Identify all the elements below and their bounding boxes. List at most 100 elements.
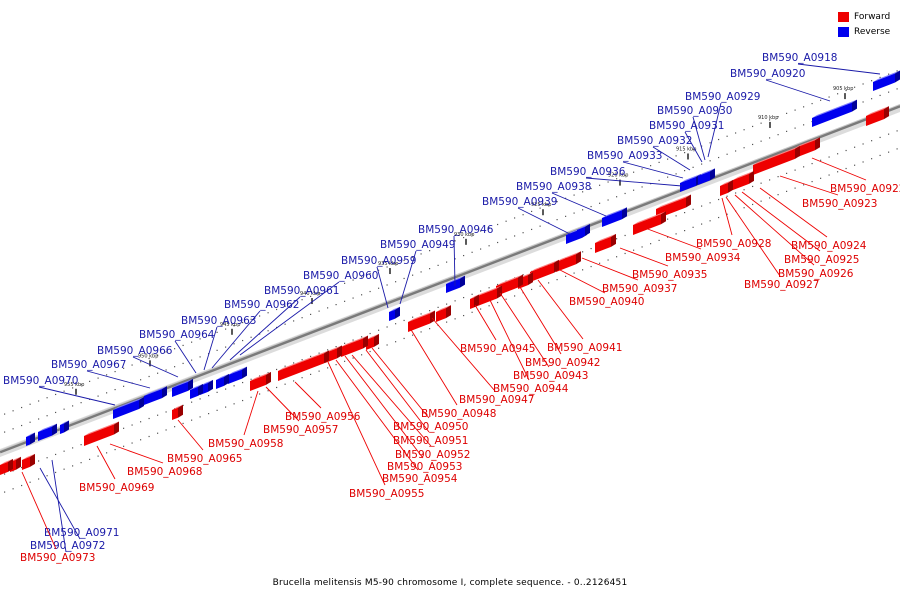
gene-top-face [366,333,379,340]
forward-track-dot [692,226,694,228]
tick-label: 945 kbp [220,322,240,328]
gene-side-face [884,106,889,120]
gene-leader-line [779,175,839,196]
reverse-track-dot [471,233,473,235]
gene-top-face [698,168,715,176]
reverse-track-dot [650,165,652,167]
reverse-track-dot [446,243,448,245]
reverse-track-dot [361,294,363,296]
forward-track-dot [599,262,601,264]
forward-track-dot [276,386,278,389]
forward-track-dot [318,352,320,354]
forward-track-dot [854,146,856,148]
forward-track-dot [522,274,524,276]
forward-track-dot [361,336,363,338]
forward-track-dot [21,484,23,487]
reverse-track-dot [259,315,261,317]
forward-track-dot [786,190,788,192]
forward-track-dot [259,375,261,377]
reverse-gene-block [216,373,229,389]
gene-side-face [815,137,820,151]
reverse-track-dot [539,225,541,227]
gene-leader-line [38,386,116,406]
reverse-track-dot [641,168,643,170]
reverse-track-dot [454,240,456,242]
gene-front-face [250,374,266,391]
gene-leader-line [692,116,706,161]
reverse-track-dot [624,174,626,177]
forward-track-dot [641,246,643,248]
forward-track-dot [199,416,201,418]
gene-leader-line [365,349,430,433]
reverse-track-dot [63,390,65,392]
gene-front-face [38,426,52,441]
reverse-track-dot [624,192,626,195]
gene-side-face [554,259,559,273]
forward-track-dot [352,339,354,341]
forward-gene-block [250,371,271,391]
forward-track-dot [403,337,405,340]
gene-front-face [698,171,710,185]
gene-top-face [496,274,523,286]
reverse-track-dot [208,335,210,337]
gene-side-face [16,456,21,470]
gene-leader-line [684,131,703,163]
gene-side-face [474,294,479,308]
gene-leader-line [376,266,389,309]
gene-top-face [475,285,502,297]
forward-track-dot [531,288,533,291]
forward-track-dot [692,208,694,210]
gene-front-face [278,353,324,381]
forward-track-dot [743,189,745,191]
forward-track-dot [335,364,337,366]
reverse-track-dot [769,119,771,121]
gene-leader-line [294,381,322,409]
gene-leader-line [229,296,301,361]
forward-track-dot [726,195,728,197]
reverse-track-dot [599,184,601,186]
reverse-track-dot [658,161,660,164]
gene-front-face [172,381,188,397]
reverse-track-dot [4,413,6,415]
reverse-track-dot [106,392,108,394]
gene-side-face [528,272,533,286]
forward-track-dot [233,403,235,405]
forward-track-dot [344,360,346,362]
gene-label: BM590_A0956 [285,411,361,423]
gene-top-face [602,207,627,218]
reverse-track-dot [157,372,159,374]
axis-highlight [0,104,900,451]
gene-front-face [144,389,162,405]
reverse-track-dot [684,170,686,172]
gene-side-face [178,404,183,418]
reverse-track-dot [310,313,312,316]
reverse-track-dot [429,268,431,270]
forward-track-dot [514,295,516,297]
gene-leader-line [707,102,722,158]
forward-track-dot [29,481,31,483]
forward-track-dot [182,404,184,407]
gene-label: BM590_A0968 [127,466,202,478]
gene-label: BM590_A0926 [778,268,854,280]
forward-track-dot [837,153,839,155]
reverse-track-dot [531,228,533,231]
forward-track-dot [879,154,881,157]
gene-top-face [556,251,581,262]
forward-gene-block [470,294,479,309]
gene-label: BM590_A0940 [569,296,644,308]
forward-track-dot [216,409,218,411]
forward-track-dot [4,473,6,475]
legend-item-forward: Forward [838,9,890,24]
reverse-gene-block [38,423,57,441]
gene-side-face [114,421,119,435]
gene-side-face [324,350,329,364]
reverse-track-dot [556,201,558,203]
reverse-track-dot [463,254,465,257]
gene-side-face [518,274,523,288]
reverse-track-dot [165,369,167,371]
reverse-track-dot [556,219,558,221]
reverse-swatch [838,26,849,37]
forward-track-dot [403,319,405,322]
reverse-track-dot [828,96,830,98]
forward-gene-block [278,350,329,381]
